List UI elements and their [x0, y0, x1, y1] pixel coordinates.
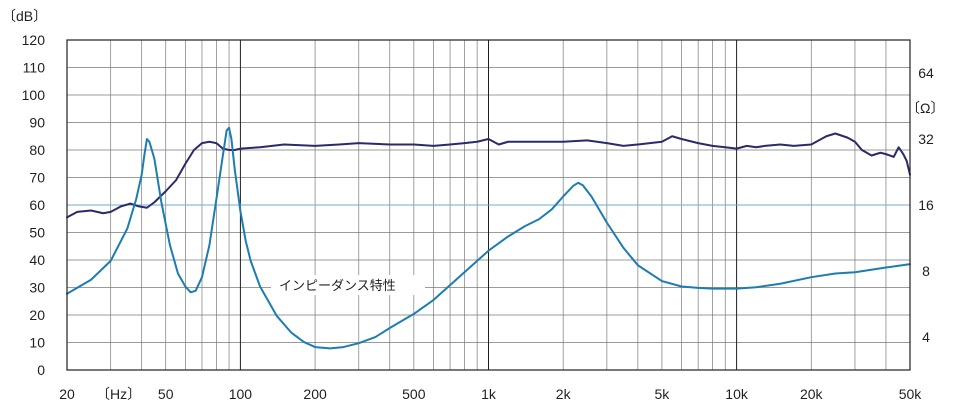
x-tick-label: 20k	[800, 386, 824, 402]
x-axis-unit-label: 〔Hz〕	[96, 386, 141, 402]
left-tick-label: 50	[29, 225, 45, 241]
impedance-curve	[66, 126, 911, 350]
x-tick-label: 20	[59, 386, 75, 402]
right-tick-label: 32	[918, 131, 934, 147]
x-tick-label: 2k	[556, 386, 572, 402]
x-tick-label: 50	[158, 386, 174, 402]
left-tick-label: 30	[29, 280, 45, 296]
left-axis-tick-labels: 0 10 20 30 40 50 60 70 80 90 100 110 120	[22, 32, 46, 378]
right-axis-tick-labels: 4 8 16 32 64	[918, 65, 934, 345]
left-tick-label: 90	[29, 115, 45, 131]
left-tick-label: 100	[22, 87, 46, 103]
right-axis-unit-label: 〔Ω〕	[906, 100, 944, 116]
x-tick-label: 100	[229, 386, 253, 402]
left-tick-label: 110	[23, 60, 46, 76]
x-axis-tick-labels: 20 50 100 200 500 1k 2k 5k 10k 20k 50k	[59, 386, 922, 402]
left-tick-label: 40	[29, 252, 45, 268]
plot-frame	[66, 39, 911, 371]
left-tick-label: 80	[29, 142, 45, 158]
left-tick-label: 20	[29, 307, 45, 323]
left-tick-label: 10	[29, 335, 45, 351]
left-axis-unit-label: 〔dB〕	[2, 8, 47, 24]
left-tick-label: 120	[22, 32, 46, 48]
impedance-curve-annotation: インピーダンス特性	[279, 279, 396, 294]
left-tick-label: 0	[37, 362, 45, 378]
right-tick-label: 8	[922, 263, 930, 279]
x-tick-label: 500	[402, 386, 426, 402]
right-tick-label: 64	[918, 65, 934, 81]
x-tick-label: 5k	[655, 386, 671, 402]
left-tick-label: 70	[29, 170, 45, 186]
right-tick-label: 4	[922, 329, 930, 345]
series-layer	[66, 126, 911, 350]
x-tick-label: 200	[303, 386, 327, 402]
x-tick-label: 50k	[899, 386, 923, 402]
annotation-background	[271, 275, 425, 295]
spl-curve	[66, 132, 911, 219]
left-tick-label: 60	[29, 197, 45, 213]
x-tick-label: 10k	[725, 386, 749, 402]
right-tick-label: 16	[918, 197, 934, 213]
x-tick-label: 1k	[481, 386, 497, 402]
